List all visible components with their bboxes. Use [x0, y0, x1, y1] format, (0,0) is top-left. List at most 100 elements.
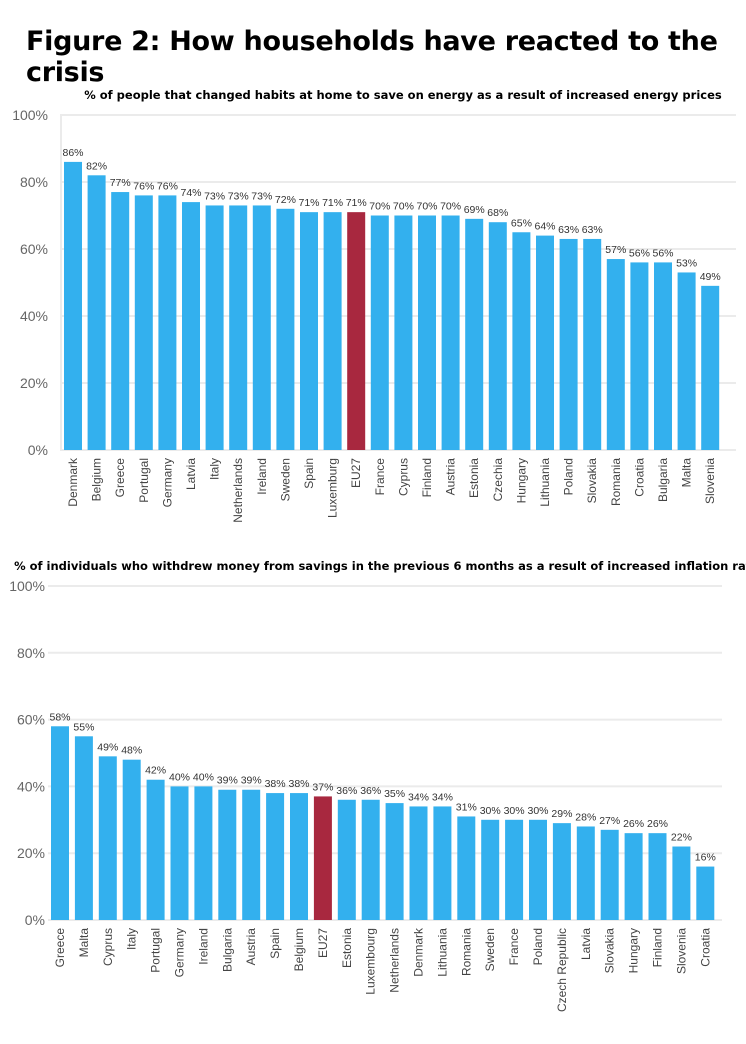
- bar-italy: [122, 759, 141, 920]
- data-label: 65%: [511, 217, 532, 229]
- data-label: 71%: [346, 197, 367, 209]
- data-label: 70%: [416, 201, 437, 213]
- bar-cyprus: [98, 756, 117, 920]
- x-tick-label: Bulgaria: [656, 458, 670, 502]
- bar-bulgaria: [218, 789, 237, 920]
- x-tick-label: Hungary: [627, 928, 641, 973]
- data-label: 82%: [86, 160, 107, 172]
- bar-luxemburg: [323, 212, 342, 450]
- data-label: 29%: [551, 808, 572, 820]
- x-tick-label: Luxemburg: [326, 458, 340, 518]
- bar-latvia: [576, 826, 595, 920]
- data-label: 63%: [582, 224, 603, 236]
- data-label: 53%: [676, 257, 697, 269]
- data-label: 68%: [487, 207, 508, 219]
- data-label: 30%: [504, 805, 525, 817]
- x-tick-label: Slovenia: [674, 928, 688, 974]
- bar-slovakia: [583, 238, 602, 450]
- bar-france: [505, 819, 524, 920]
- data-label: 70%: [369, 201, 390, 213]
- bar-greece: [111, 192, 130, 451]
- y-tick-label: 60%: [17, 712, 45, 728]
- bar-denmark: [64, 161, 82, 450]
- x-tick-label: France: [507, 928, 521, 966]
- x-tick-label: Portugal: [149, 928, 163, 973]
- x-tick-label: Malta: [680, 458, 694, 488]
- bar-estonia: [465, 218, 484, 450]
- bar-spain: [266, 793, 285, 920]
- x-tick-label: Cyprus: [396, 458, 410, 496]
- x-tick-label: Sweden: [278, 458, 292, 501]
- data-label: 38%: [288, 778, 309, 790]
- x-tick-label: Latvia: [579, 928, 593, 960]
- data-label: 76%: [133, 180, 154, 192]
- data-label: 16%: [695, 852, 716, 864]
- figure-title: Figure 2: How households have reacted to…: [26, 26, 718, 88]
- data-label: 56%: [629, 247, 650, 259]
- data-label: 73%: [228, 190, 249, 202]
- x-tick-label: Austria: [244, 928, 258, 966]
- x-tick-label: France: [373, 458, 387, 496]
- data-label: 76%: [157, 180, 178, 192]
- x-tick-label: Ireland: [196, 928, 210, 965]
- bar-romania: [606, 259, 625, 450]
- x-tick-label: Greece: [53, 928, 67, 968]
- y-tick-label: 60%: [20, 241, 48, 257]
- x-tick-label: Czechia: [491, 458, 505, 502]
- data-label: 30%: [480, 805, 501, 817]
- chart-title: % of individuals who withdrew money from…: [14, 559, 746, 573]
- x-tick-label: Lithuania: [538, 458, 552, 507]
- bar-czech-republic: [552, 823, 571, 920]
- data-label: 71%: [322, 197, 343, 209]
- data-label: 77%: [110, 177, 131, 189]
- x-tick-label: Slovakia: [585, 458, 599, 504]
- data-label: 69%: [464, 204, 485, 216]
- x-tick-label: Romania: [609, 458, 623, 506]
- bar-finland: [648, 833, 667, 920]
- bar-netherlands: [385, 803, 404, 920]
- bar-hungary: [512, 232, 531, 450]
- data-label: 70%: [440, 201, 461, 213]
- bar-finland: [418, 215, 436, 450]
- x-tick-label: Italy: [125, 928, 139, 950]
- x-tick-label: Austria: [444, 458, 458, 496]
- y-tick-label: 40%: [17, 778, 45, 794]
- x-tick-label: Germany: [173, 928, 187, 977]
- x-tick-label: Bulgaria: [220, 928, 234, 972]
- x-tick-label: Netherlands: [388, 928, 402, 993]
- x-tick-label: Finland: [420, 458, 434, 497]
- bar-slovakia: [600, 829, 619, 920]
- y-tick-label: 0%: [25, 912, 45, 928]
- bar-malta: [74, 736, 93, 920]
- bar-poland: [559, 238, 578, 450]
- data-label: 36%: [360, 785, 381, 797]
- bar-croatia: [696, 866, 715, 920]
- x-tick-label: Belgium: [292, 928, 306, 971]
- bar-belgium: [87, 175, 106, 451]
- data-label: 34%: [432, 791, 453, 803]
- x-tick-label: Hungary: [514, 458, 528, 503]
- bar-poland: [529, 819, 547, 920]
- bar-austria: [242, 789, 261, 920]
- data-label: 37%: [312, 781, 333, 793]
- y-tick-label: 0%: [28, 442, 48, 458]
- y-tick-label: 20%: [17, 845, 45, 861]
- data-label: 64%: [534, 221, 555, 233]
- bar-netherlands: [229, 205, 248, 450]
- bar-croatia: [630, 262, 649, 450]
- bar-estonia: [337, 799, 356, 920]
- x-tick-label: Spain: [302, 458, 316, 489]
- x-tick-label: Sweden: [483, 928, 497, 971]
- x-tick-label: Malta: [77, 928, 91, 958]
- x-tick-label: Lithuania: [435, 928, 449, 977]
- x-tick-label: Croatia: [698, 928, 712, 967]
- y-tick-label: 100%: [12, 107, 48, 123]
- chart-title: % of people that changed habits at home …: [84, 88, 722, 102]
- x-tick-label: Estonia: [467, 458, 481, 498]
- data-label: 39%: [217, 775, 238, 787]
- data-label: 57%: [605, 244, 626, 256]
- x-tick-label: Greece: [113, 458, 127, 498]
- data-label: 73%: [204, 190, 225, 202]
- x-tick-label: Poland: [531, 928, 545, 965]
- bar-sweden: [481, 819, 500, 920]
